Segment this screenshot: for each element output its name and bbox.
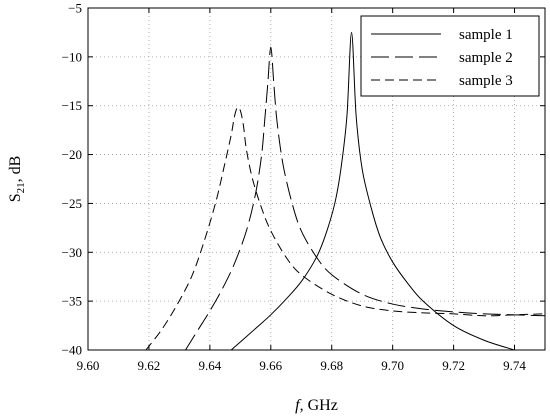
y-tick-label: −10 xyxy=(62,49,82,64)
legend-items: sample 1 sample 2 sample 3 xyxy=(371,27,513,89)
y-tick-labels: −40 −35 −30 −25 −20 −15 −10 −5 xyxy=(62,1,82,358)
legend-label-1: sample 1 xyxy=(459,27,513,43)
y-tick-label: −40 xyxy=(62,343,82,358)
y-axis-label-base: S xyxy=(7,193,24,202)
legend-box xyxy=(360,15,540,97)
x-tick-label: 9.60 xyxy=(77,358,100,373)
y-tick-label: −20 xyxy=(62,147,82,162)
y-tick-label: −25 xyxy=(62,196,82,211)
legend: sample 1 sample 2 sample 3 xyxy=(360,15,540,97)
x-axis-label-unit: , GHz xyxy=(300,397,338,414)
y-axis-label: S21, dB xyxy=(7,156,27,203)
legend-label-2: sample 2 xyxy=(459,50,513,66)
x-tick-label: 9.66 xyxy=(259,358,282,373)
x-axis-label: f, GHz xyxy=(295,397,338,414)
legend-label-3: sample 3 xyxy=(459,73,513,89)
x-tick-label: 9.62 xyxy=(138,358,161,373)
x-tick-label: 9.70 xyxy=(381,358,404,373)
series-line-2 xyxy=(185,46,545,350)
y-tick-label: −35 xyxy=(62,294,82,309)
x-tick-labels: 9.60 9.62 9.64 9.66 9.68 9.70 9.72 9.74 xyxy=(77,358,527,373)
series-line-3 xyxy=(145,106,545,350)
y-tick-label: −15 xyxy=(62,98,82,113)
series-line-1 xyxy=(230,31,515,350)
x-tick-label: 9.72 xyxy=(442,358,465,373)
y-axis-label-unit: , dB xyxy=(7,156,24,183)
y-tick-label: −30 xyxy=(62,245,82,260)
series-layer xyxy=(145,31,545,350)
x-axis-label-symbol: f xyxy=(295,397,302,414)
y-tick-label: −5 xyxy=(68,1,82,16)
plot-frame xyxy=(87,7,546,351)
x-tick-label: 9.64 xyxy=(198,358,221,373)
x-tick-label: 9.74 xyxy=(503,358,526,373)
x-tick-label: 9.68 xyxy=(320,358,343,373)
y-axis-label-subscript: 21 xyxy=(15,182,27,193)
ticks xyxy=(87,7,545,351)
